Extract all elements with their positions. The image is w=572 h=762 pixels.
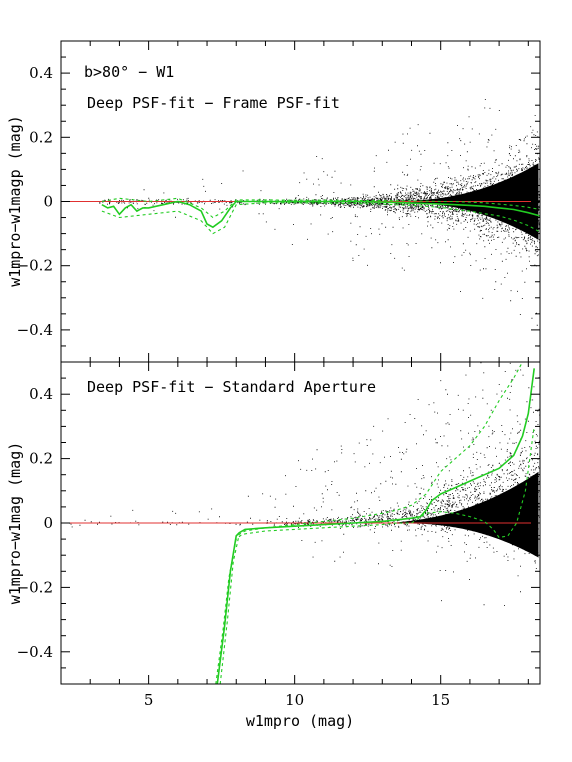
bot-scatter-core	[396, 471, 539, 558]
bottom-ytick-labels: −0.4 −0.2 0 0.2 0.4	[17, 385, 53, 661]
bot-series-median	[216, 368, 535, 684]
top-series-upper	[101, 197, 540, 219]
bottom-panel: −0.4 −0.2 0 0.2 0.4 5 10 15 Deep PSF-fit − Sta…	[6, 361, 541, 730]
top-ytick-label: 0	[43, 193, 53, 211]
top-ytick-label: 0.4	[29, 64, 53, 82]
bot-series-lower	[215, 426, 535, 684]
bot-xtick-label: 10	[285, 691, 304, 709]
bot-ytick-label: −0.2	[17, 578, 53, 596]
bot-ytick-label: 0.4	[29, 385, 53, 403]
bottom-xtick-labels: 5 10 15	[144, 691, 450, 709]
top-series-median	[101, 200, 540, 229]
bottom-scatter-cloud	[69, 362, 540, 606]
top-ylabel: w1mpro−w1magp (mag)	[6, 115, 24, 287]
bot-ytick-label: −0.4	[17, 643, 53, 661]
bottom-series-group	[215, 362, 535, 684]
top-ytick-label: 0.2	[29, 128, 53, 146]
bot-xtick-label: 15	[431, 691, 450, 709]
top-ytick-label: −0.2	[17, 257, 53, 275]
top-annotation-line2: Deep PSF-fit − Frame PSF-fit	[87, 94, 340, 112]
bot-ytick-label: 0	[43, 514, 53, 532]
top-ytick-label: −0.4	[17, 321, 53, 339]
top-annotation-line1: b>80° − W1	[84, 63, 174, 81]
bottom-ticks	[61, 361, 540, 685]
bottom-ylabel: w1mpro−w1mag (mag)	[6, 442, 24, 605]
top-series-lower	[101, 202, 540, 235]
top-scatter-points	[99, 99, 540, 347]
top-scatter-cloud	[99, 99, 540, 347]
top-ytick-labels: −0.4 −0.2 0 0.2 0.4	[17, 64, 53, 339]
bot-scatter-points	[69, 362, 540, 606]
bot-ytick-label: 0.2	[29, 450, 53, 468]
bottom-xlabel: w1mpro (mag)	[246, 712, 354, 730]
bot-xtick-label: 5	[144, 691, 154, 709]
top-series-group	[101, 197, 540, 235]
top-panel: −0.4 −0.2 0 0.2 0.4 b>80° − W1 Deep PSF-fit …	[6, 40, 541, 363]
bottom-annotation-line1: Deep PSF-fit − Standard Aperture	[87, 378, 376, 396]
